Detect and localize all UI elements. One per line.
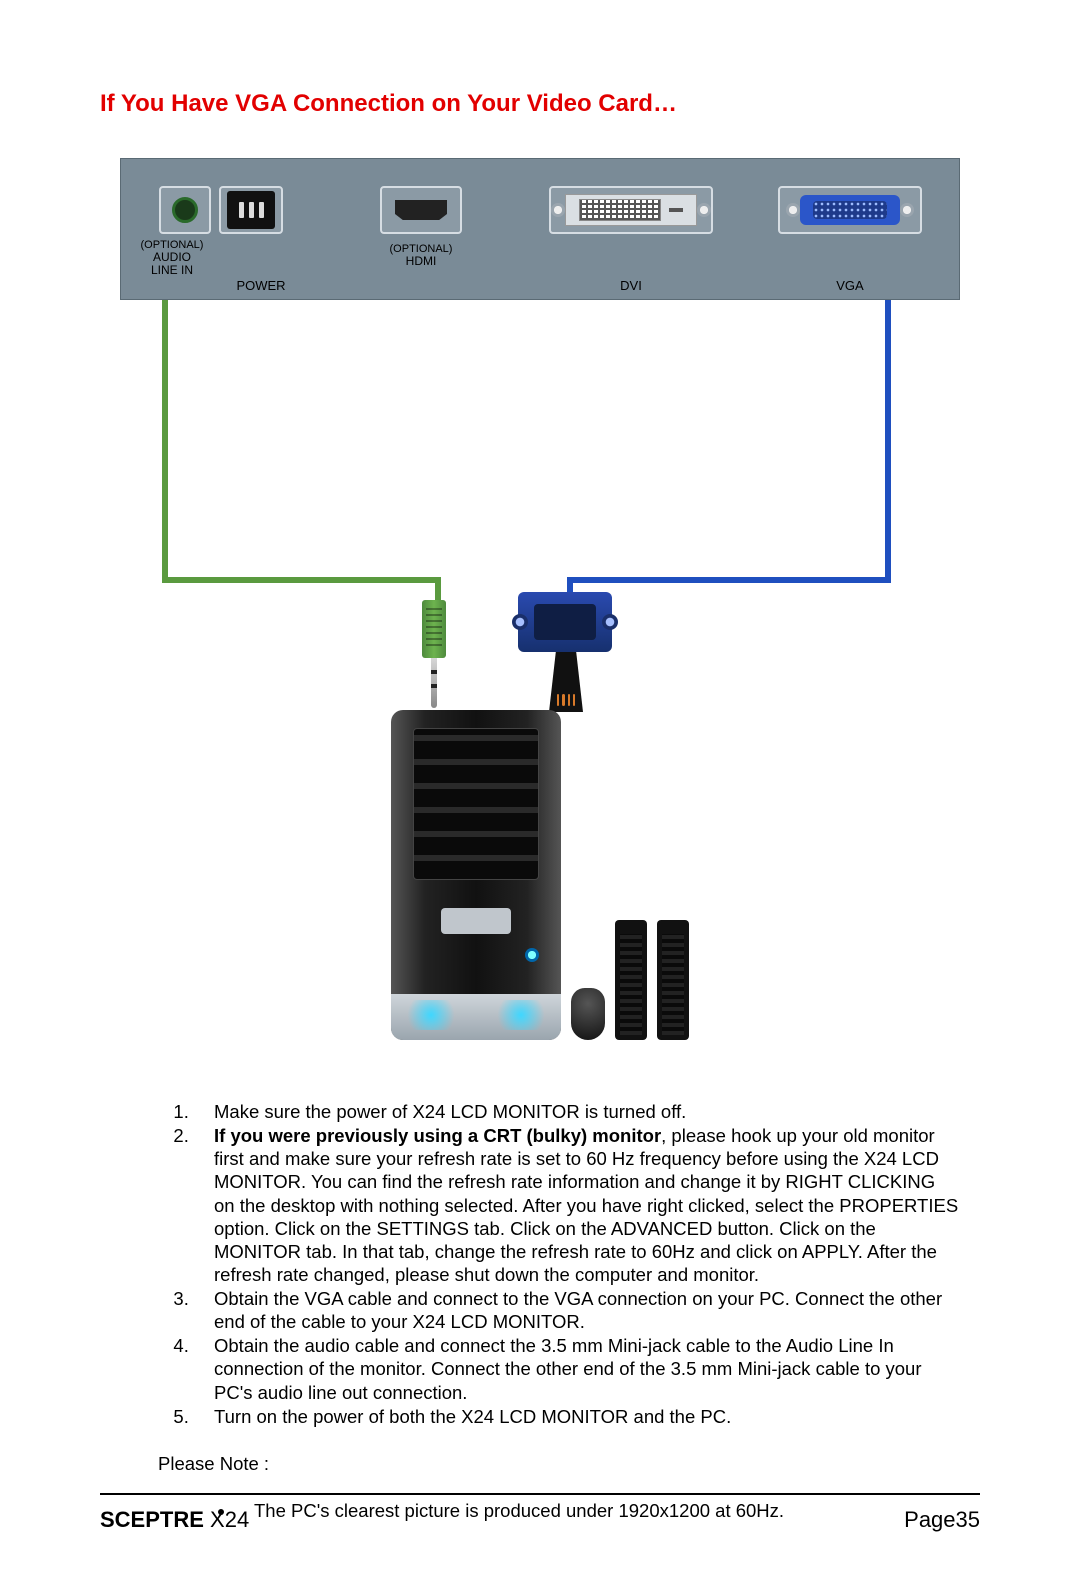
- list-item: Obtain the VGA cable and connect to the …: [194, 1287, 960, 1333]
- pc-tower-icon: [390, 690, 690, 1040]
- speaker-icon: [657, 920, 689, 1040]
- connection-diagram: (OPTIONAL) AUDIO LINE IN POWER (OPTIONAL…: [120, 158, 960, 1070]
- list-item: Make sure the power of X24 LCD MONITOR i…: [194, 1100, 960, 1123]
- audio-port-label: (OPTIONAL) AUDIO LINE IN: [127, 239, 217, 277]
- hdmi-port: [380, 186, 462, 234]
- vga-port: [778, 186, 922, 234]
- speaker-icon: [615, 920, 647, 1040]
- monitor-port-panel: (OPTIONAL) AUDIO LINE IN POWER (OPTIONAL…: [120, 158, 960, 300]
- dvi-port: [549, 186, 713, 234]
- vga-port-label: VGA: [741, 279, 959, 293]
- list-item: Obtain the audio cable and connect the 3…: [194, 1334, 960, 1403]
- audio-wire: [165, 300, 438, 610]
- footer-model: X24: [204, 1507, 249, 1532]
- dvi-port-label: DVI: [521, 279, 741, 293]
- power-port: [219, 186, 283, 234]
- list-item: If you were previously using a CRT (bulk…: [194, 1124, 960, 1286]
- page-number: Page35: [904, 1507, 980, 1533]
- mouse-icon: [571, 988, 605, 1040]
- power-port-label: POWER: [201, 279, 321, 293]
- page-footer: SCEPTRE X24 Page35: [100, 1485, 980, 1533]
- list-item: Turn on the power of both the X24 LCD MO…: [194, 1405, 960, 1428]
- vga-wire: [570, 300, 888, 602]
- wiring-area: [120, 300, 960, 1070]
- footer-brand: SCEPTRE: [100, 1507, 204, 1532]
- hdmi-port-label: (OPTIONAL) HDMI: [321, 243, 521, 268]
- audio-line-in-port: [159, 186, 211, 234]
- instruction-list: Make sure the power of X24 LCD MONITOR i…: [120, 1100, 960, 1522]
- note-heading: Please Note :: [158, 1452, 960, 1475]
- page-title: If You Have VGA Connection on Your Video…: [100, 90, 980, 118]
